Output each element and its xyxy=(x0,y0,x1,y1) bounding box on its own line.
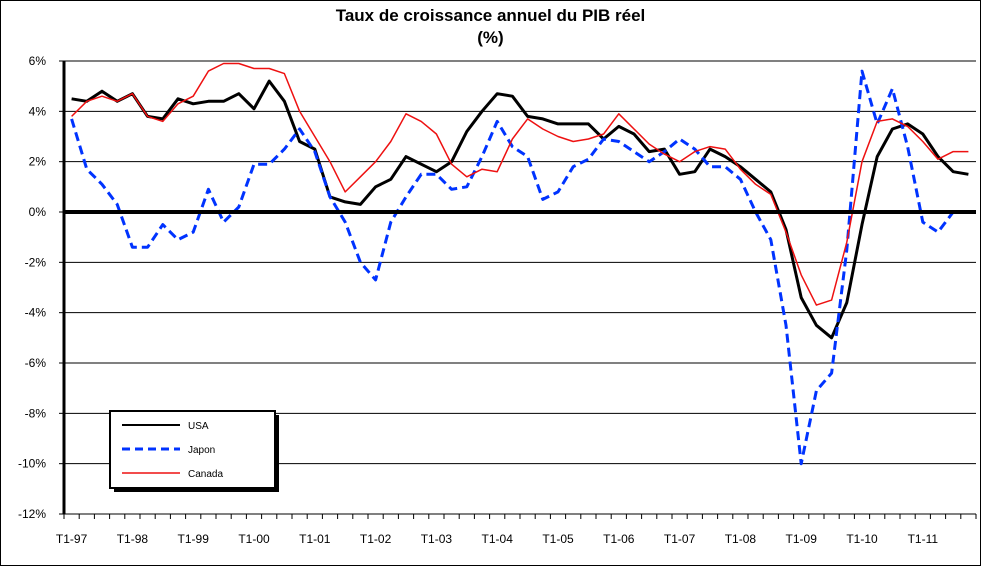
y-axis: 6% 4% 2% 0% -2% -4% -6% -8% -10% -12% xyxy=(18,54,66,521)
y-tick-label: 2% xyxy=(29,155,47,169)
chart-title: Taux de croissance annuel du PIB réel xyxy=(335,6,646,25)
x-tick-label: T1-00 xyxy=(238,532,270,546)
x-tick-label: T1-09 xyxy=(786,532,818,546)
x-tick-label: T1-11 xyxy=(908,532,939,546)
x-axis: T1-97 T1-98 T1-99 T1-00 T1-01 T1-02 T1-03 T1-04… xyxy=(56,513,977,546)
series-lines xyxy=(64,62,976,466)
x-tick-label: T1-08 xyxy=(725,532,757,546)
series-line-canada xyxy=(71,62,969,306)
legend: USA Japon Canada xyxy=(109,410,279,492)
x-tick-label: T1-07 xyxy=(664,532,696,546)
legend-label-japon: Japon xyxy=(188,445,215,456)
y-tick-label: 6% xyxy=(29,54,47,68)
x-tick-label: T1-01 xyxy=(299,532,331,546)
y-tick-label: -8% xyxy=(25,406,47,420)
legend-label-canada: Canada xyxy=(188,469,223,480)
series-line-japon xyxy=(70,69,969,466)
x-tick-label: T1-10 xyxy=(846,532,878,546)
y-tick-label: 4% xyxy=(29,104,47,118)
x-tick-label: T1-04 xyxy=(482,532,514,546)
chart-subtitle: (%) xyxy=(477,28,504,47)
legend-label-usa: USA xyxy=(188,421,209,432)
y-tick-label: -2% xyxy=(25,255,47,269)
y-tick-label: -4% xyxy=(25,306,47,320)
y-tick-label: 0% xyxy=(29,205,47,219)
series-line-usa xyxy=(71,79,969,340)
y-tick-label: -6% xyxy=(25,356,47,370)
x-tick-label: T1-98 xyxy=(117,532,149,546)
y-tick-label: -10% xyxy=(18,457,46,471)
x-tick-label: T1-99 xyxy=(178,532,210,546)
y-tick-label: -12% xyxy=(18,507,46,521)
x-tick-label: T1-03 xyxy=(421,532,453,546)
x-tick-label: T1-02 xyxy=(360,532,392,546)
x-tick-label: T1-05 xyxy=(542,532,574,546)
x-tick-label: T1-06 xyxy=(603,532,635,546)
x-tick-label: T1-97 xyxy=(56,532,88,546)
